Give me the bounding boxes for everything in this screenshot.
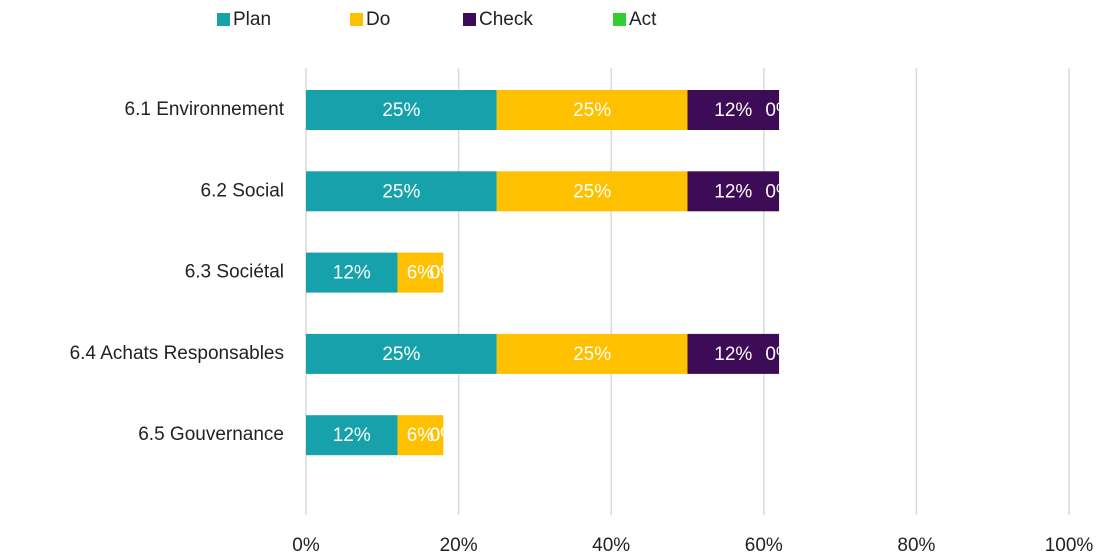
data-label: 0% — [430, 263, 458, 284]
x-tick-label: 40% — [592, 535, 630, 555]
x-tick-label: 80% — [897, 535, 935, 555]
bar-segment — [496, 90, 688, 130]
data-label: 0% — [765, 100, 793, 121]
data-label: 0% — [765, 344, 793, 365]
legend-swatch — [463, 13, 476, 26]
bar-segment — [397, 415, 444, 456]
data-label: 25% — [573, 100, 611, 121]
y-tick-label: 6.1 Environnement — [125, 99, 285, 120]
bar-segment — [397, 252, 444, 293]
bar-segment — [687, 333, 780, 374]
data-label: 0% — [430, 425, 458, 446]
data-label: 12% — [714, 100, 752, 121]
data-label: 12% — [333, 425, 371, 446]
bar-segment — [306, 415, 398, 456]
data-label: 6% — [407, 425, 435, 446]
bar-segment — [306, 171, 497, 212]
legend-swatch — [217, 13, 230, 26]
y-tick-label: 6.5 Gouvernance — [138, 424, 284, 445]
bar-segment — [306, 252, 398, 293]
bar-segment — [496, 171, 688, 212]
bar-segment — [687, 90, 780, 130]
bar-segment — [496, 333, 688, 374]
y-tick-label: 6.4 Achats Responsables — [70, 343, 284, 364]
data-label: 25% — [573, 181, 611, 202]
data-label: 25% — [382, 100, 420, 121]
x-tick-label: 20% — [440, 535, 478, 555]
bar-segment — [687, 171, 780, 212]
legend-label: Check — [479, 9, 533, 30]
bar-segment — [306, 90, 497, 130]
bar-segment — [306, 333, 497, 374]
x-tick-label: 0% — [292, 535, 320, 555]
legend-swatch — [613, 13, 626, 26]
data-label: 0% — [430, 425, 458, 446]
y-tick-label: 6.3 Sociétal — [185, 262, 284, 283]
x-tick-label: 100% — [1045, 535, 1094, 555]
data-label: 0% — [430, 263, 458, 284]
legend-label: Do — [366, 9, 390, 30]
data-label: 12% — [714, 344, 752, 365]
data-label: 6% — [407, 263, 435, 284]
data-label: 25% — [573, 344, 611, 365]
x-tick-label: 60% — [745, 535, 783, 555]
data-label: 12% — [714, 181, 752, 202]
legend-swatch — [350, 13, 363, 26]
data-label: 25% — [382, 344, 420, 365]
data-label: 25% — [382, 181, 420, 202]
data-label: 12% — [333, 263, 371, 284]
legend-label: Act — [629, 9, 657, 30]
y-tick-label: 6.2 Social — [201, 180, 284, 201]
data-label: 0% — [765, 181, 793, 202]
legend-label: Plan — [233, 9, 271, 30]
